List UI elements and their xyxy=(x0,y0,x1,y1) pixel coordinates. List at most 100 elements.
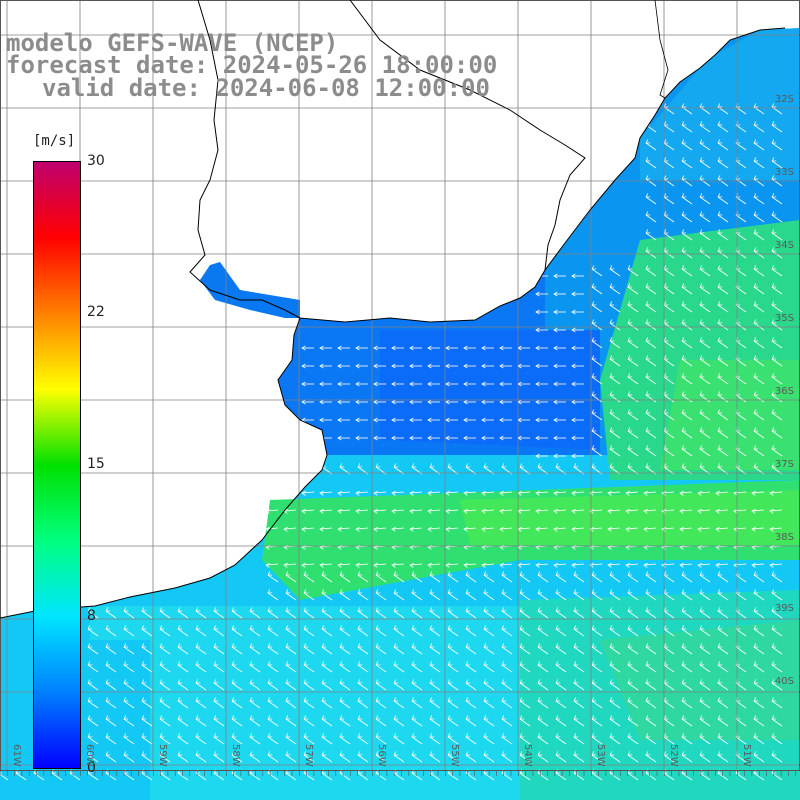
wind-arrow xyxy=(357,733,369,745)
wind-arrow xyxy=(609,445,621,457)
wind-arrow xyxy=(159,661,171,673)
wind-arrow xyxy=(141,679,153,691)
wind-arrow xyxy=(213,607,225,619)
wind-arrow xyxy=(301,417,314,423)
wind-arrow xyxy=(285,571,297,583)
wind-arrow xyxy=(265,490,279,496)
wind-arrow xyxy=(645,589,657,601)
wind-arrow xyxy=(355,381,368,387)
wind-arrow xyxy=(409,363,422,369)
wind-arrow xyxy=(715,490,729,496)
wind-arrow xyxy=(609,283,621,295)
wind-arrow xyxy=(447,625,459,637)
wind-arrow xyxy=(643,490,657,496)
wind-arrow xyxy=(195,679,207,691)
wind-arrow xyxy=(627,445,639,457)
wind-arrow xyxy=(681,445,693,457)
wind-arrow xyxy=(177,625,189,637)
wind-arrow xyxy=(535,508,549,514)
wind-arrow xyxy=(717,697,729,709)
wind-arrow xyxy=(409,490,423,496)
wind-arrow xyxy=(303,643,315,655)
wind-arrow xyxy=(195,751,207,763)
lon-label-56w: 56W xyxy=(376,744,387,767)
wind-arrow xyxy=(411,625,423,637)
wind-arrow xyxy=(499,508,513,514)
wind-arrow xyxy=(645,247,657,259)
wind-arrow xyxy=(357,697,369,709)
wind-arrow xyxy=(393,643,405,655)
wind-arrow xyxy=(429,697,441,709)
wind-arrow xyxy=(481,399,494,405)
wind-arrow xyxy=(123,607,135,619)
wind-arrow xyxy=(409,508,423,514)
wind-arrow xyxy=(447,679,459,691)
wind-arrow xyxy=(717,175,729,187)
lat-label-40s: 40S xyxy=(774,676,794,687)
wind-arrow xyxy=(339,643,351,655)
wind-arrow xyxy=(267,463,279,475)
wind-arrow xyxy=(627,679,639,691)
wind-arrow xyxy=(771,337,783,349)
wind-arrow xyxy=(645,733,657,745)
wind-arrow xyxy=(771,697,783,709)
wind-arrow xyxy=(771,265,783,277)
wind-arrow xyxy=(771,427,783,439)
wind-arrow xyxy=(699,715,711,727)
wind-arrow xyxy=(463,399,476,405)
wind-arrow xyxy=(679,562,693,568)
wind-arrow xyxy=(465,715,477,727)
wind-arrow xyxy=(177,679,189,691)
lat-label-33s: 33S xyxy=(774,167,794,178)
wind-arrow xyxy=(753,427,765,439)
wind-arrow xyxy=(699,121,711,133)
wind-arrow xyxy=(445,363,458,369)
wind-arrow xyxy=(627,409,639,421)
wind-arrow xyxy=(699,337,711,349)
wind-arrow xyxy=(445,435,458,441)
wind-arrow xyxy=(355,345,368,351)
wind-arrow xyxy=(535,435,548,441)
wind-arrow xyxy=(427,490,441,496)
wind-arrow xyxy=(591,607,603,619)
wind-arrow xyxy=(321,661,333,673)
wind-arrow xyxy=(679,526,693,532)
wind-arrow xyxy=(393,751,405,763)
wind-arrow xyxy=(195,733,207,745)
wind-arrow xyxy=(645,319,657,331)
wind-arrow xyxy=(355,526,369,532)
wind-arrow xyxy=(771,607,783,619)
lat-label-32s: 32S xyxy=(774,94,794,105)
wind-arrow xyxy=(733,526,747,532)
wind-arrow xyxy=(105,643,117,655)
wind-arrow xyxy=(625,508,639,514)
wind-arrow xyxy=(141,751,153,763)
lon-label-58w: 58W xyxy=(230,744,241,767)
forecast-date-label: forecast date: 2024-05-26 18:00:00 xyxy=(6,51,498,79)
wind-arrow xyxy=(319,490,333,496)
wind-arrow xyxy=(645,427,657,439)
wind-arrow xyxy=(717,409,729,421)
wind-arrow xyxy=(753,139,765,151)
wind-arrow xyxy=(499,363,512,369)
wind-arrow xyxy=(319,381,332,387)
wind-arrow xyxy=(681,247,693,259)
wind-arrow xyxy=(609,355,621,367)
wind-arrow xyxy=(571,435,584,441)
wind-arrow xyxy=(771,319,783,331)
wind-arrow xyxy=(265,562,279,568)
wind-arrow xyxy=(393,715,405,727)
wind-arrow xyxy=(753,715,765,727)
wind-arrow xyxy=(751,490,765,496)
wind-arrow xyxy=(607,526,621,532)
wind-arrow xyxy=(645,229,657,241)
wind-arrow xyxy=(141,643,153,655)
wind-arrow xyxy=(753,625,765,637)
wind-arrow xyxy=(753,589,765,601)
lat-label-34s: 34S xyxy=(774,240,794,251)
wind-arrow xyxy=(159,715,171,727)
wind-arrow xyxy=(771,733,783,745)
wind-arrow xyxy=(645,715,657,727)
wind-arrow xyxy=(339,715,351,727)
